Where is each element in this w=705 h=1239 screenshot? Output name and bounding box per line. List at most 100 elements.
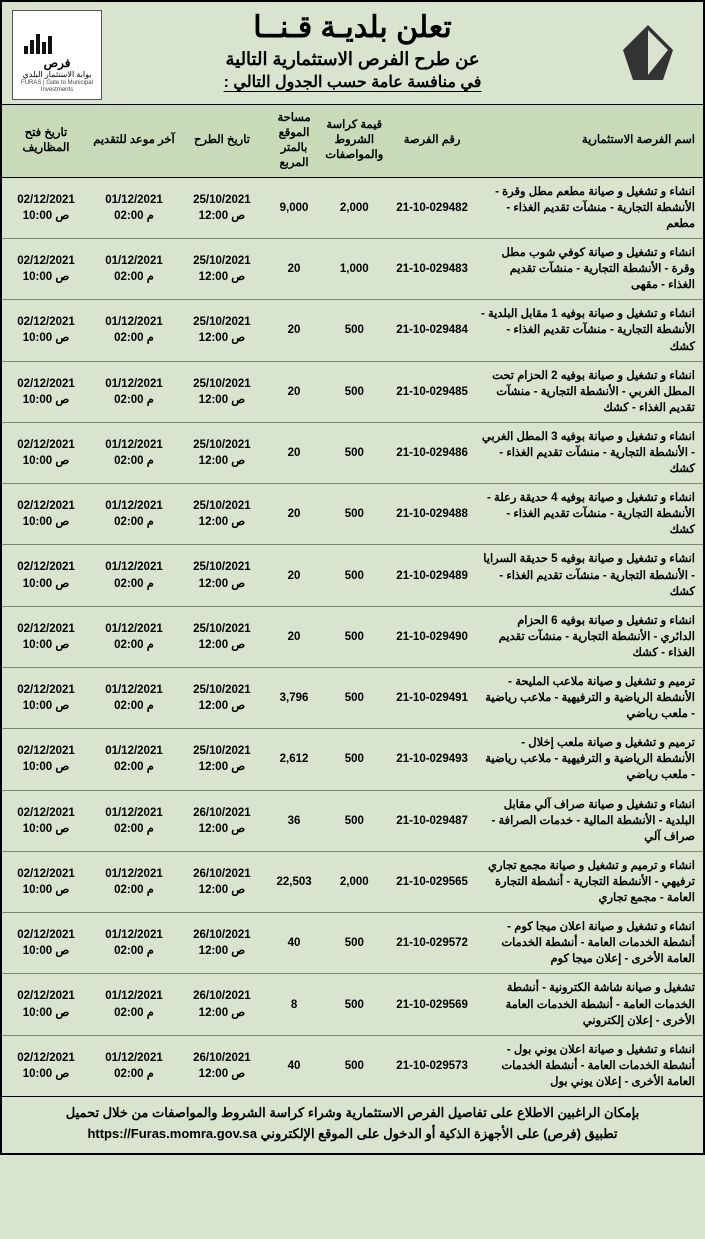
- cell-num: 21-10-029486: [386, 422, 477, 483]
- table-row: انشاء و تشغيل و صيانة صراف آلي مقابل الب…: [2, 790, 703, 851]
- cell-open: 02/12/2021 10:00 ص: [2, 606, 90, 667]
- cell-num: 21-10-029488: [386, 484, 477, 545]
- ministry-logo: [603, 10, 693, 100]
- table-row: انشاء و تشغيل و صيانة بوفيه 1 مقابل البل…: [2, 300, 703, 361]
- cell-area: 20: [266, 361, 322, 422]
- cell-announce: 26/10/2021 12:00 ص: [178, 790, 266, 851]
- col-num: رقم الفرصة: [386, 105, 477, 178]
- cell-area: 20: [266, 606, 322, 667]
- cell-fee: 1,000: [322, 239, 386, 300]
- cell-deadline: 01/12/2021 02:00 م: [90, 851, 178, 912]
- col-area: مساحة الموقع بالمتر المربع: [266, 105, 322, 178]
- cell-deadline: 01/12/2021 02:00 م: [90, 790, 178, 851]
- cell-name: انشاء و تشغيل و صيانة اعلان ميجا كوم - أ…: [478, 913, 703, 974]
- cell-open: 02/12/2021 10:00 ص: [2, 484, 90, 545]
- cell-open: 02/12/2021 10:00 ص: [2, 177, 90, 238]
- cell-fee: 500: [322, 668, 386, 729]
- cell-name: تشغيل و صيانة شاشة الكترونية - أنشطة الخ…: [478, 974, 703, 1035]
- table-row: تشغيل و صيانة شاشة الكترونية - أنشطة الخ…: [2, 974, 703, 1035]
- cell-announce: 25/10/2021 12:00 ص: [178, 606, 266, 667]
- cell-area: 36: [266, 790, 322, 851]
- table-body: انشاء و تشغيل و صيانة مطعم مطل وقرة - ال…: [2, 177, 703, 1096]
- cell-num: 21-10-029569: [386, 974, 477, 1035]
- cell-fee: 500: [322, 913, 386, 974]
- cell-deadline: 01/12/2021 02:00 م: [90, 913, 178, 974]
- cell-num: 21-10-029490: [386, 606, 477, 667]
- cell-announce: 25/10/2021 12:00 ص: [178, 239, 266, 300]
- cell-name: انشاء و ترميم و تشغيل و صيانة مجمع تجاري…: [478, 851, 703, 912]
- col-name: اسم الفرصة الاستثمارية: [478, 105, 703, 178]
- cell-name: انشاء و تشغيل و صيانة كوفي شوب مطل وقرة …: [478, 239, 703, 300]
- cell-open: 02/12/2021 10:00 ص: [2, 361, 90, 422]
- col-fee: قيمة كراسة الشروط والمواصفات: [322, 105, 386, 178]
- cell-num: 21-10-029487: [386, 790, 477, 851]
- cell-area: 20: [266, 545, 322, 606]
- table-row: انشاء و تشغيل و صيانة مطعم مطل وقرة - ال…: [2, 177, 703, 238]
- cell-fee: 500: [322, 545, 386, 606]
- cell-area: 20: [266, 239, 322, 300]
- cell-deadline: 01/12/2021 02:00 م: [90, 300, 178, 361]
- footer-url[interactable]: https://Furas.momra.gov.sa: [87, 1124, 257, 1145]
- table-row: انشاء و تشغيل و صيانة كوفي شوب مطل وقرة …: [2, 239, 703, 300]
- cell-deadline: 01/12/2021 02:00 م: [90, 668, 178, 729]
- cell-num: 21-10-029485: [386, 361, 477, 422]
- cell-open: 02/12/2021 10:00 ص: [2, 851, 90, 912]
- table-row: انشاء و تشغيل و صيانة بوفيه 2 الحزام تحت…: [2, 361, 703, 422]
- cell-fee: 500: [322, 361, 386, 422]
- announcement-page: تعلن بلديـة قـنــا عن طرح الفرص الاستثما…: [0, 0, 705, 1155]
- cell-area: 3,796: [266, 668, 322, 729]
- furas-logo-sub: بوابة الاستثمار البلدي: [23, 70, 92, 80]
- cell-fee: 500: [322, 1035, 386, 1096]
- cell-deadline: 01/12/2021 02:00 م: [90, 422, 178, 483]
- cell-fee: 500: [322, 300, 386, 361]
- furas-logo: فرص بوابة الاستثمار البلدي FURAS | Gate …: [12, 10, 102, 100]
- cell-name: انشاء و تشغيل و صيانة بوفيه 3 المطل الغر…: [478, 422, 703, 483]
- table-row: انشاء و تشغيل و صيانة اعلان ميجا كوم - أ…: [2, 913, 703, 974]
- cell-announce: 25/10/2021 12:00 ص: [178, 300, 266, 361]
- footer-line1: بإمكان الراغبين الاطلاع على تفاصيل الفرص…: [66, 1105, 639, 1120]
- cell-name: انشاء و تشغيل و صيانة بوفيه 1 مقابل البل…: [478, 300, 703, 361]
- cell-num: 21-10-029483: [386, 239, 477, 300]
- cell-open: 02/12/2021 10:00 ص: [2, 913, 90, 974]
- cell-open: 02/12/2021 10:00 ص: [2, 422, 90, 483]
- cell-num: 21-10-029565: [386, 851, 477, 912]
- cell-open: 02/12/2021 10:00 ص: [2, 790, 90, 851]
- cell-announce: 26/10/2021 12:00 ص: [178, 913, 266, 974]
- cell-fee: 500: [322, 974, 386, 1035]
- cell-deadline: 01/12/2021 02:00 م: [90, 545, 178, 606]
- table-row: انشاء و تشغيل و صيانة بوفيه 6 الحزام الد…: [2, 606, 703, 667]
- cell-deadline: 01/12/2021 02:00 م: [90, 484, 178, 545]
- cell-name: انشاء و تشغيل و صيانة اعلان يوني بول - أ…: [478, 1035, 703, 1096]
- cell-fee: 500: [322, 790, 386, 851]
- cell-num: 21-10-029489: [386, 545, 477, 606]
- table-row: انشاء و تشغيل و صيانة بوفيه 4 حديقة رعلة…: [2, 484, 703, 545]
- cell-deadline: 01/12/2021 02:00 م: [90, 729, 178, 790]
- cell-announce: 25/10/2021 12:00 ص: [178, 177, 266, 238]
- table-row: انشاء و تشغيل و صيانة بوفيه 5 حديقة السر…: [2, 545, 703, 606]
- footer-line2: تطبيق (فرص) على الأجهزة الذكية أو الدخول…: [261, 1126, 618, 1141]
- furas-logo-ar: فرص: [44, 56, 71, 70]
- cell-area: 8: [266, 974, 322, 1035]
- header: تعلن بلديـة قـنــا عن طرح الفرص الاستثما…: [2, 2, 703, 104]
- table-row: انشاء و تشغيل و صيانة بوفيه 3 المطل الغر…: [2, 422, 703, 483]
- cell-num: 21-10-029572: [386, 913, 477, 974]
- cell-open: 02/12/2021 10:00 ص: [2, 668, 90, 729]
- cell-open: 02/12/2021 10:00 ص: [2, 729, 90, 790]
- cell-area: 20: [266, 484, 322, 545]
- cell-area: 22,503: [266, 851, 322, 912]
- cell-announce: 25/10/2021 12:00 ص: [178, 668, 266, 729]
- table-row: ترميم و تشغيل و صيانة ملعب إخلال - الأنش…: [2, 729, 703, 790]
- col-open: تاريخ فتح المظاريف: [2, 105, 90, 178]
- cell-name: انشاء و تشغيل و صيانة مطعم مطل وقرة - ال…: [478, 177, 703, 238]
- cell-open: 02/12/2021 10:00 ص: [2, 974, 90, 1035]
- cell-announce: 25/10/2021 12:00 ص: [178, 422, 266, 483]
- cell-deadline: 01/12/2021 02:00 م: [90, 361, 178, 422]
- col-announce: تاريخ الطرح: [178, 105, 266, 178]
- furas-logo-en: FURAS | Gate to Municipal Investments: [17, 80, 97, 94]
- cell-deadline: 01/12/2021 02:00 م: [90, 177, 178, 238]
- cell-area: 2,612: [266, 729, 322, 790]
- cell-deadline: 01/12/2021 02:00 م: [90, 1035, 178, 1096]
- footer: بإمكان الراغبين الاطلاع على تفاصيل الفرص…: [2, 1097, 703, 1153]
- cell-fee: 500: [322, 484, 386, 545]
- cell-fee: 500: [322, 422, 386, 483]
